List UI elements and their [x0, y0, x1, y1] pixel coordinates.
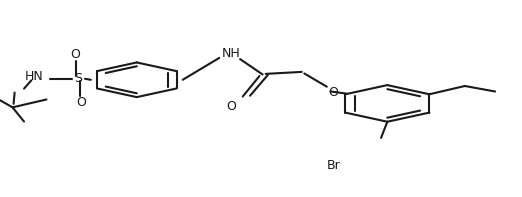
Text: Br: Br [327, 159, 341, 172]
Text: O: O [328, 86, 338, 99]
Text: NH: NH [222, 47, 241, 60]
Text: O: O [227, 100, 236, 113]
Text: HN: HN [25, 70, 43, 83]
Text: O: O [70, 48, 80, 61]
Text: S: S [74, 72, 82, 85]
Text: O: O [77, 96, 86, 109]
